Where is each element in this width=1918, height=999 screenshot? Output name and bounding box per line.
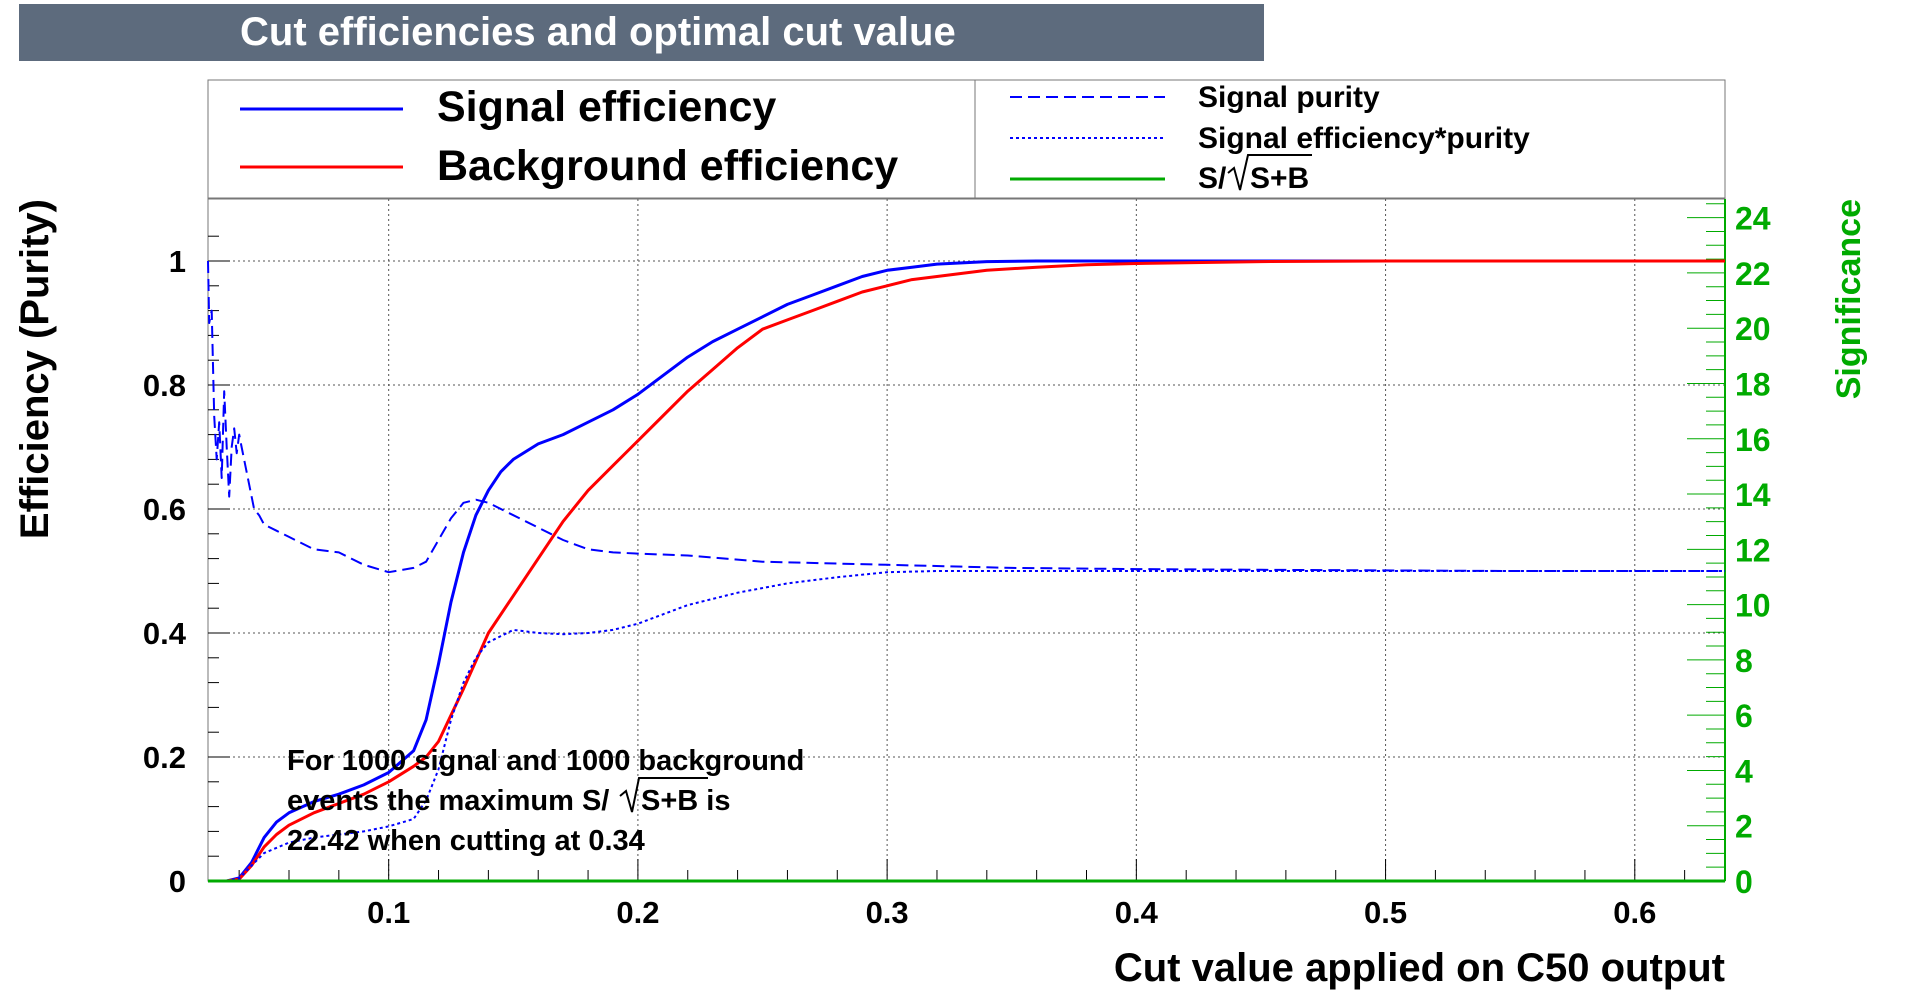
y2-tick-label: 22 [1735, 256, 1771, 292]
title-background [19, 4, 1264, 61]
series-layer [207, 259, 1725, 883]
y-axis-title: Efficiency (Purity) [13, 199, 57, 539]
legend-label-signal-efficiency: Signal efficiency [437, 83, 776, 131]
legend-label-signal-purity: Signal purity [1198, 81, 1380, 114]
annotation-line-2-rest: S+B is [641, 785, 730, 817]
axes: 0.1 0.2 0.3 0.4 0.5 0.600.20.40.60.8102468101… [143, 199, 1771, 930]
plot-frame [207, 198, 1726, 882]
x-tick-label: 0.5 [1364, 895, 1407, 930]
series-line-signal-efficiency-purity [208, 570, 1725, 882]
y2-tick-label: 4 [1735, 753, 1753, 789]
y2-tick-label: 16 [1735, 422, 1771, 458]
y2-tick-label: 10 [1735, 588, 1771, 624]
grid [208, 199, 1725, 881]
x-tick-label: 0.2 [616, 895, 659, 930]
annotation-line-2-pre: events the maximum S/ [287, 785, 609, 817]
annotation-line-1: For 1000 signal and 1000 background [287, 745, 804, 777]
y-tick-label: 0 [169, 864, 186, 899]
plot-area: 0.1 0.2 0.3 0.4 0.5 0.600.20.40.60.8102468101… [143, 198, 1771, 930]
chart-title: Cut efficiencies and optimal cut value [240, 10, 956, 54]
series-line-signal-efficiency [208, 259, 1725, 883]
legend-label-significance-prefix: S/ [1198, 162, 1227, 195]
annotation-line-2: events the maximum S/ [287, 785, 609, 817]
y2-tick-label: 24 [1735, 201, 1771, 237]
y2-tick-label: 6 [1735, 698, 1753, 734]
y2-tick-label: 14 [1735, 477, 1771, 513]
annotation-line-3: 22.42 when cutting at 0.34 [287, 825, 645, 857]
legend-label-background-efficiency: Background efficiency [437, 142, 898, 190]
y2-axis-title: Significance [1830, 199, 1868, 399]
x-tick-label: 0.6 [1613, 895, 1656, 930]
legend-frame [207, 79, 1726, 199]
y-tick-label: 0.4 [143, 616, 187, 651]
max-significance-annotation: For 1000 signal and 1000 background even… [287, 745, 804, 857]
y2-tick-label: 20 [1735, 311, 1771, 347]
title-box: Cut efficiencies and optimal cut value [19, 4, 1264, 61]
y2-tick-label: 8 [1735, 643, 1753, 679]
legend-label-significance-radicand: S+B [1250, 162, 1309, 195]
annotation-sqrt-symbol [619, 777, 708, 813]
y2-tick-label: 0 [1735, 864, 1753, 900]
y-tick-label: 0.2 [143, 740, 186, 775]
x-tick-label: 0.4 [1115, 895, 1159, 930]
annotation-line-2-post: is [698, 785, 730, 817]
legend-sqrt-symbol [1227, 154, 1312, 191]
series-line-background-efficiency [208, 259, 1725, 883]
annotation-line-2-sqrt: S+B [641, 785, 698, 817]
y-tick-label: 0.8 [143, 368, 186, 403]
legend-label-signal-efficiency-purity: Signal efficiency*purity [1198, 122, 1530, 155]
x-tick-label: 0.3 [866, 895, 909, 930]
x-tick-label: 0.1 [367, 895, 410, 930]
y-tick-label: 0.6 [143, 492, 186, 527]
x-axis-title: Cut value applied on C50 output [1114, 946, 1725, 990]
y2-tick-label: 2 [1735, 809, 1753, 845]
y-tick-label: 1 [169, 244, 186, 279]
y2-tick-label: 12 [1735, 532, 1771, 568]
legend: Signal efficiency Background efficiency … [207, 79, 1726, 199]
y2-tick-label: 18 [1735, 366, 1771, 402]
series-line-signal-purity [207, 260, 1725, 574]
